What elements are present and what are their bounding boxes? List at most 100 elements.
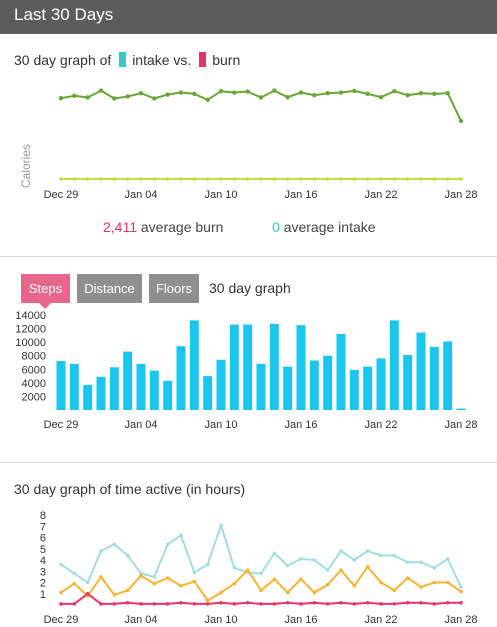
burn-point xyxy=(192,91,197,97)
x-tick-label: Jan 10 xyxy=(204,189,237,201)
steps-bar xyxy=(389,320,399,410)
very-active-point xyxy=(405,600,410,605)
y-tick-label: 12000 xyxy=(15,324,46,336)
average-intake-value: 0 xyxy=(272,219,280,235)
x-tick-label: Jan 04 xyxy=(124,189,157,201)
light-active-point xyxy=(419,560,423,565)
tab-floors[interactable]: Floors xyxy=(149,274,199,303)
moderate-active-point xyxy=(259,588,263,593)
burn-point xyxy=(325,91,330,96)
y-tick-label: 1 xyxy=(40,589,46,601)
burn-point xyxy=(458,118,464,124)
very-active-point xyxy=(152,602,157,606)
moderate-active-point xyxy=(445,580,450,585)
light-active-point xyxy=(165,542,170,547)
light-active-point xyxy=(125,553,130,558)
light-active-point xyxy=(285,563,290,568)
steps-bar xyxy=(229,324,239,410)
burn-point xyxy=(298,90,304,95)
average-burn-stat: 2,411 average burn xyxy=(103,219,223,235)
moderate-active-point xyxy=(232,581,237,586)
steps-bar xyxy=(176,346,186,410)
moderate-active-point xyxy=(99,575,103,579)
moderate-active-point xyxy=(272,577,277,581)
burn-point xyxy=(152,96,157,101)
intake-point xyxy=(379,177,383,181)
x-tick-label: Dec 29 xyxy=(44,614,79,626)
burn-line xyxy=(60,89,462,122)
intake-point xyxy=(152,177,157,181)
burn-point xyxy=(392,89,397,94)
very-active-point xyxy=(85,591,90,596)
intake-point xyxy=(325,177,330,181)
y-tick-label: 6000 xyxy=(22,364,46,376)
light-active-point xyxy=(272,551,277,556)
very-active-point xyxy=(272,602,277,606)
x-tick-label: Jan 04 xyxy=(124,419,157,431)
x-tick-label: Jan 22 xyxy=(364,189,397,201)
intake-legend-swatch xyxy=(119,52,127,67)
light-active-line xyxy=(60,524,462,588)
intake-point xyxy=(312,177,317,181)
light-active-point xyxy=(232,566,237,570)
steps-bar xyxy=(336,334,346,410)
very-active-point xyxy=(459,600,463,605)
x-tick-label: Jan 04 xyxy=(124,614,157,626)
very-active-point xyxy=(139,602,143,606)
x-tick-label: Jan 10 xyxy=(204,419,237,431)
intake-point xyxy=(285,177,290,181)
y-tick-label: 4000 xyxy=(22,378,46,390)
y-tick-label: 7 xyxy=(40,521,46,533)
burn-point xyxy=(338,90,344,95)
burn-point xyxy=(138,91,144,96)
burn-legend-label: burn xyxy=(212,52,241,68)
very-active-point xyxy=(205,602,210,606)
tab-steps[interactable]: Steps xyxy=(21,274,70,309)
intake-point xyxy=(365,177,370,181)
x-tick-label: Dec 29 xyxy=(44,189,79,201)
intake-point xyxy=(139,177,143,181)
moderate-active-point xyxy=(352,584,357,588)
intake-point xyxy=(392,177,397,181)
x-tick-label: Dec 29 xyxy=(44,419,79,431)
very-active-point xyxy=(285,600,290,605)
tab-distance[interactable]: Distance xyxy=(77,274,142,303)
light-active-point xyxy=(59,562,63,567)
steps-bar xyxy=(283,366,293,410)
steps-bar xyxy=(216,359,226,410)
intake-point xyxy=(72,177,77,181)
steps-bar xyxy=(376,358,386,410)
x-tick-label: Jan 16 xyxy=(284,419,317,431)
steps-graph-title: 30 day graph xyxy=(209,280,291,296)
moderate-active-point xyxy=(365,564,370,569)
steps-bar xyxy=(69,363,79,410)
section-divider xyxy=(0,256,497,257)
x-tick-label: Jan 28 xyxy=(444,614,477,626)
moderate-active-point xyxy=(112,593,117,597)
light-active-point xyxy=(112,542,117,547)
intake-point xyxy=(432,177,437,181)
burn-point xyxy=(218,89,224,94)
moderate-active-point xyxy=(152,581,157,586)
intake-point xyxy=(232,177,237,181)
very-active-point xyxy=(232,602,237,606)
average-burn-label: average burn xyxy=(140,219,224,235)
moderate-active-point xyxy=(139,573,143,578)
very-active-point xyxy=(445,600,450,605)
burn-point xyxy=(205,97,210,102)
light-active-point xyxy=(179,533,183,538)
steps-bar xyxy=(323,355,333,410)
x-tick-label: Jan 28 xyxy=(444,189,477,201)
burn-point xyxy=(365,91,370,97)
x-tick-label: Jan 10 xyxy=(204,614,237,626)
moderate-active-point xyxy=(205,598,210,603)
burn-point xyxy=(352,88,357,94)
intake-point xyxy=(165,177,170,181)
x-tick-label: Jan 28 xyxy=(444,419,477,431)
y-axis-label: Calories xyxy=(19,144,33,188)
very-active-point xyxy=(339,600,343,605)
light-active-point xyxy=(392,553,397,558)
average-burn-value: 2,411 xyxy=(103,219,137,235)
intake-point xyxy=(179,177,183,181)
light-active-point xyxy=(72,571,77,576)
